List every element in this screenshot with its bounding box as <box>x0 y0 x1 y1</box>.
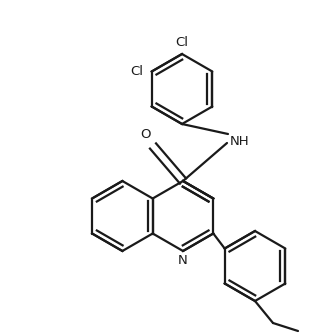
Text: Cl: Cl <box>131 65 144 78</box>
Text: NH: NH <box>230 135 250 148</box>
Text: O: O <box>141 128 151 141</box>
Text: N: N <box>178 254 188 267</box>
Text: Cl: Cl <box>175 36 188 49</box>
